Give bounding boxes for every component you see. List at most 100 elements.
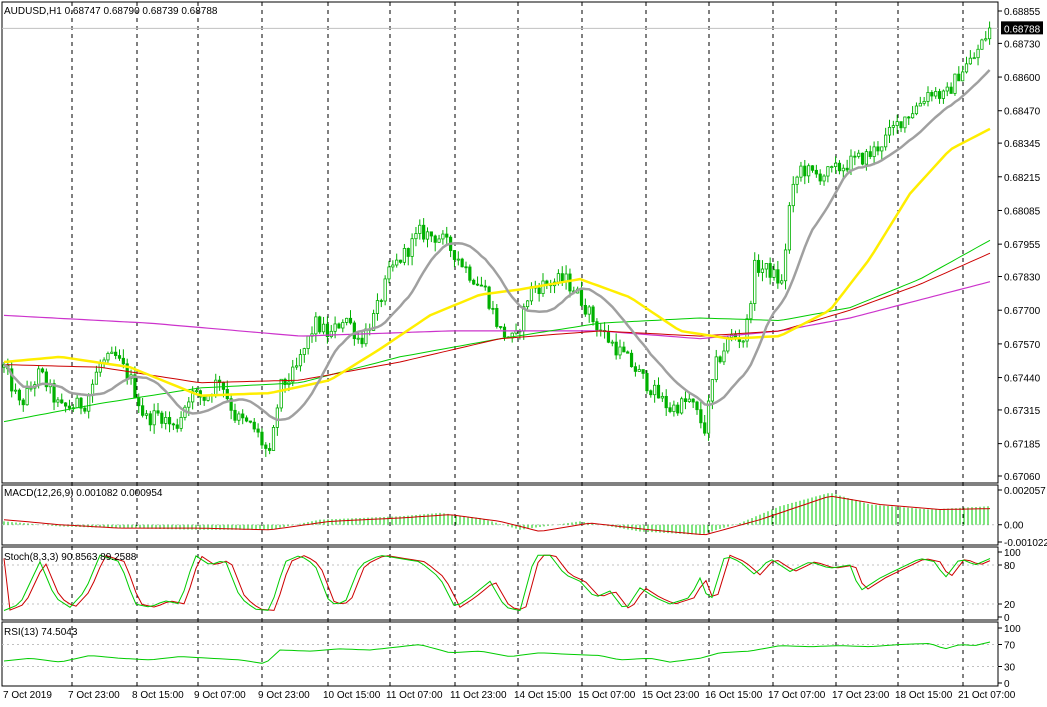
ma-gray-line (3, 69, 991, 422)
candle-body (298, 354, 303, 367)
candle-body (791, 183, 795, 207)
candle-body (710, 379, 715, 402)
y-tick-label: 0.67315 (1004, 406, 1041, 417)
candle-body (10, 368, 14, 392)
candle-body (318, 316, 322, 333)
candle-body (606, 331, 611, 343)
stoch-main-line (3, 554, 991, 612)
candle-body (834, 162, 838, 167)
x-tick-label: 10 Oct 15:00 (323, 690, 381, 701)
y-tick-label: 0.68855 (1004, 7, 1041, 18)
candle-body (787, 205, 792, 251)
candle-body (637, 369, 641, 372)
candle-body (167, 417, 172, 425)
candle-body (845, 167, 849, 171)
candle-body (17, 389, 22, 401)
candle-body (714, 356, 718, 380)
candle-body (776, 269, 780, 284)
candle-body (460, 258, 464, 268)
candle-body (425, 231, 430, 240)
candle-body (87, 394, 91, 412)
candle-body (271, 426, 276, 451)
candle-body (83, 407, 87, 412)
candle-body (110, 351, 114, 354)
candle-body (179, 417, 183, 429)
candle-body (691, 398, 695, 403)
candle-body (818, 173, 822, 182)
candle-body (160, 412, 164, 424)
y-tick-label: 0.67440 (1004, 374, 1041, 385)
candle-body (306, 335, 310, 349)
candle-body (391, 264, 395, 268)
candle-body (629, 352, 634, 368)
candle-body (383, 278, 387, 302)
candle-body (799, 165, 803, 178)
candle-body (826, 166, 830, 177)
candle-body (880, 146, 884, 152)
candle-body (807, 165, 811, 177)
candle-body (475, 283, 480, 286)
candle-body (352, 322, 356, 340)
candle-body (371, 313, 376, 331)
candle-body (90, 383, 95, 396)
candle-body (961, 71, 965, 82)
candle-body (329, 330, 333, 338)
panel-frame-0 (1, 1, 999, 484)
y-tick-label: 0.68345 (1004, 139, 1041, 150)
panel-frame-1 (1, 484, 999, 546)
candle-body (98, 363, 102, 373)
y-tick-label: 0.68215 (1004, 173, 1041, 184)
candle-body (988, 27, 992, 40)
candle-body (387, 266, 391, 280)
candle-body (418, 224, 422, 234)
candle-body (94, 371, 98, 385)
candle-body (583, 304, 587, 315)
candle-body (537, 287, 541, 295)
candle-body (406, 248, 410, 257)
candle-body (953, 73, 957, 94)
candle-body (656, 384, 661, 399)
rsi-header: RSI(13) 74.5043 (4, 627, 78, 638)
candle-body (964, 63, 969, 73)
candle-body (348, 317, 353, 324)
candle-body (587, 306, 591, 315)
candle-body (595, 321, 599, 331)
candle-body (591, 306, 595, 323)
rsi-y-tick-label: 30 (1004, 663, 1016, 674)
stoch-header: Stoch(8,3,3) 90.8563 89.2588 (4, 552, 137, 563)
candle-body (749, 303, 753, 320)
candle-body (641, 369, 645, 374)
candle-body (44, 371, 48, 388)
candle-body (980, 39, 984, 50)
candle-body (783, 249, 788, 282)
candle-body (860, 152, 865, 165)
candle-body (722, 350, 726, 363)
ma-yellow-line (3, 127, 991, 397)
candle-body (837, 162, 842, 172)
candle-body (872, 146, 876, 157)
y-tick-label: 0.67570 (1004, 340, 1041, 351)
macd-signal-line (3, 495, 991, 536)
candle-body (433, 235, 437, 243)
candle-body (626, 351, 630, 354)
candle-body (502, 326, 507, 338)
candle-body (164, 417, 168, 424)
candle-body (903, 116, 907, 129)
macd-y-tick-label: 0.00 (1004, 521, 1024, 532)
x-tick-label: 14 Oct 15:00 (514, 690, 572, 701)
x-tick-label: 15 Oct 23:00 (642, 690, 700, 701)
candle-body (114, 351, 118, 356)
candle-body (849, 155, 853, 171)
candle-body (472, 279, 476, 285)
candle-body (229, 398, 233, 411)
candle-body (156, 410, 160, 414)
candle-body (930, 92, 934, 97)
stoch-y-tick-label: 80 (1004, 561, 1016, 572)
candle-body (706, 400, 711, 434)
candle-body (780, 280, 784, 284)
candle-body (445, 233, 449, 238)
y-tick-label: 0.67185 (1004, 440, 1041, 451)
candle-body (757, 259, 761, 273)
x-tick-label: 17 Oct 23:00 (832, 690, 890, 701)
candle-body (75, 397, 79, 409)
